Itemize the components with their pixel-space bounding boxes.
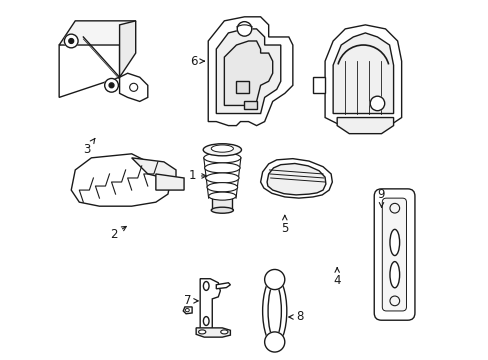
Ellipse shape (220, 330, 227, 334)
Ellipse shape (198, 330, 205, 334)
Ellipse shape (211, 207, 233, 213)
Polygon shape (208, 17, 292, 126)
Polygon shape (200, 279, 220, 329)
Ellipse shape (267, 284, 281, 338)
Polygon shape (337, 118, 393, 134)
Polygon shape (212, 198, 232, 210)
Text: 6: 6 (190, 55, 204, 68)
Polygon shape (266, 163, 325, 195)
Ellipse shape (206, 183, 237, 192)
Ellipse shape (211, 145, 233, 152)
Circle shape (264, 269, 284, 289)
Polygon shape (183, 307, 192, 314)
Polygon shape (71, 154, 172, 206)
Text: 1: 1 (188, 170, 206, 183)
Text: 9: 9 (377, 188, 385, 207)
Polygon shape (224, 41, 272, 105)
FancyBboxPatch shape (373, 189, 414, 320)
Text: 7: 7 (183, 294, 198, 307)
Circle shape (264, 332, 284, 352)
Circle shape (104, 78, 118, 92)
Circle shape (369, 96, 384, 111)
Ellipse shape (389, 262, 399, 288)
Text: 5: 5 (281, 215, 288, 235)
Polygon shape (156, 174, 183, 190)
Polygon shape (196, 328, 230, 337)
Polygon shape (59, 21, 136, 45)
Polygon shape (244, 102, 256, 109)
FancyBboxPatch shape (382, 198, 406, 311)
Ellipse shape (208, 192, 236, 200)
Polygon shape (59, 25, 120, 98)
Text: 2: 2 (110, 226, 126, 241)
Ellipse shape (203, 144, 241, 156)
Circle shape (237, 22, 251, 36)
Ellipse shape (203, 282, 208, 291)
Polygon shape (325, 25, 401, 126)
Ellipse shape (262, 277, 286, 345)
Polygon shape (332, 33, 393, 113)
Polygon shape (260, 159, 332, 198)
Polygon shape (216, 283, 230, 289)
Ellipse shape (185, 309, 189, 312)
Text: 8: 8 (288, 310, 303, 324)
Polygon shape (120, 73, 147, 102)
Ellipse shape (205, 173, 239, 183)
Ellipse shape (204, 163, 240, 173)
Polygon shape (120, 21, 136, 77)
Ellipse shape (203, 153, 241, 163)
Text: 4: 4 (333, 268, 340, 287)
Circle shape (64, 34, 78, 48)
Circle shape (69, 39, 74, 44)
Ellipse shape (389, 229, 399, 256)
Polygon shape (236, 81, 248, 93)
Text: 3: 3 (82, 139, 95, 156)
Ellipse shape (203, 316, 208, 325)
Circle shape (109, 83, 114, 88)
Polygon shape (312, 77, 325, 93)
Polygon shape (216, 29, 280, 113)
Polygon shape (131, 158, 176, 182)
